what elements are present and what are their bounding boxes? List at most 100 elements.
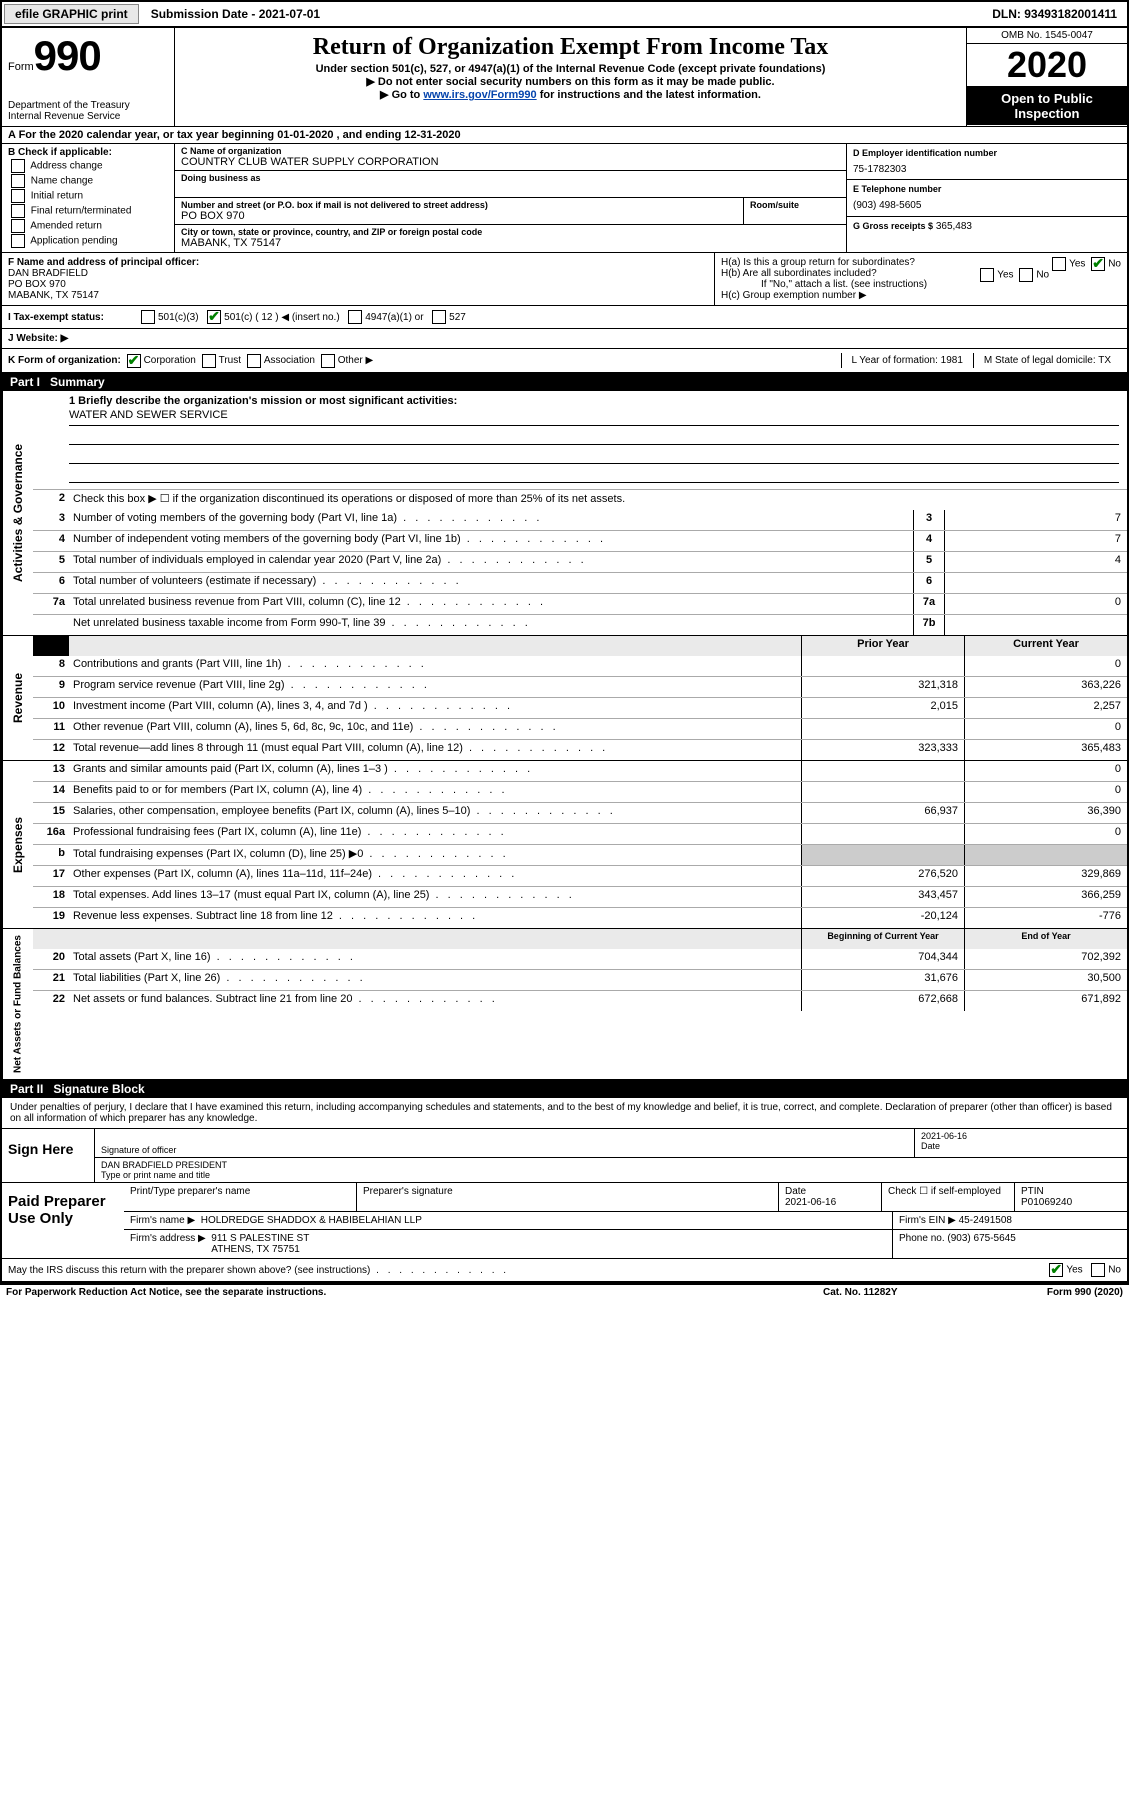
gross-receipts-value: 365,483 [936, 221, 972, 232]
org-name: COUNTRY CLUB WATER SUPPLY CORPORATION [181, 156, 840, 168]
footer-form: Form 990 (2020) [973, 1287, 1123, 1298]
cb-application-pending[interactable]: Application pending [8, 234, 168, 248]
form-title: Return of Organization Exempt From Incom… [183, 34, 958, 61]
section-i-status: I Tax-exempt status: 501(c)(3) 501(c) ( … [2, 306, 1127, 329]
dln-label: DLN: 93493182001411 [982, 5, 1127, 23]
state-domicile: M State of legal domicile: TX [973, 353, 1121, 368]
cb-association[interactable] [247, 354, 261, 368]
summary-line: 20Total assets (Part X, line 16)704,3447… [33, 949, 1127, 969]
city-label: City or town, state or province, country… [181, 227, 840, 237]
perjury-statement: Under penalties of perjury, I declare th… [2, 1098, 1127, 1129]
website-label: J Website: ▶ [8, 333, 68, 344]
firm-phone-label: Phone no. [899, 1233, 945, 1244]
phone-value: (903) 498-5605 [853, 200, 1121, 211]
expenses-section: Expenses 13Grants and similar amounts pa… [2, 761, 1127, 929]
year-formation: L Year of formation: 1981 [841, 353, 973, 368]
summary-line: Net unrelated business taxable income fr… [33, 614, 1127, 635]
mission-block: 1 Briefly describe the organization's mi… [33, 391, 1127, 489]
part-2-label: Part II [10, 1082, 53, 1096]
cb-final-return[interactable]: Final return/terminated [8, 204, 168, 218]
sig-officer-label: Signature of officer [101, 1145, 908, 1155]
ein-value: 75-1782303 [853, 164, 1121, 175]
summary-line: 5Total number of individuals employed in… [33, 551, 1127, 572]
cb-trust[interactable] [202, 354, 216, 368]
section-h: H(a) Is this a group return for subordin… [714, 253, 1127, 305]
cb-initial-return[interactable]: Initial return [8, 189, 168, 203]
summary-line: 11Other revenue (Part VIII, column (A), … [33, 718, 1127, 739]
cb-501c[interactable] [207, 310, 221, 324]
part-2-header: Part II Signature Block [2, 1080, 1127, 1098]
firm-name-value: HOLDREDGE SHADDOX & HABIBELAHIAN LLP [201, 1215, 422, 1226]
firm-addr-value2: ATHENS, TX 75751 [211, 1244, 300, 1255]
firm-name-label: Firm's name ▶ [130, 1215, 195, 1226]
top-bar: efile GRAPHIC print Submission Date - 20… [0, 0, 1129, 28]
part-1-title: Summary [50, 375, 105, 389]
cb-name-change[interactable]: Name change [8, 174, 168, 188]
note-ssn: ▶ Do not enter social security numbers o… [183, 75, 958, 88]
summary-line: 22Net assets or fund balances. Subtract … [33, 990, 1127, 1011]
form-990-container: Form990 Department of the Treasury Inter… [0, 28, 1129, 1285]
summary-line: 21Total liabilities (Part X, line 26)31,… [33, 969, 1127, 990]
summary-line: 14Benefits paid to or for members (Part … [33, 781, 1127, 802]
section-deg: D Employer identification number 75-1782… [846, 144, 1127, 252]
cb-527[interactable] [432, 310, 446, 324]
form-number: Form990 [8, 32, 168, 80]
summary-line: 10Investment income (Part VIII, column (… [33, 697, 1127, 718]
phone-label: E Telephone number [853, 184, 1121, 194]
prep-date-header: Date [785, 1186, 806, 1197]
discuss-label: May the IRS discuss this return with the… [8, 1265, 509, 1276]
gross-receipts-label: G Gross receipts $ [853, 221, 933, 231]
ptin-value: P01069240 [1021, 1197, 1072, 1208]
hc-label: H(c) Group exemption number ▶ [721, 290, 1121, 301]
mission-question: 1 Briefly describe the organization's mi… [69, 395, 1119, 407]
efile-print-button[interactable]: efile GRAPHIC print [4, 4, 139, 24]
vtab-governance: Activities & Governance [2, 391, 33, 635]
prep-name-header: Print/Type preparer's name [124, 1183, 357, 1211]
part-1-header: Part I Summary [2, 373, 1127, 391]
section-b: B Check if applicable: Address change Na… [2, 144, 175, 252]
section-k: K Form of organization: Corporation Trus… [2, 349, 1127, 373]
summary-line: 19Revenue less expenses. Subtract line 1… [33, 907, 1127, 928]
cb-501c3[interactable] [141, 310, 155, 324]
cb-discuss-yes[interactable] [1049, 1263, 1063, 1277]
summary-line: 7aTotal unrelated business revenue from … [33, 593, 1127, 614]
form-subtitle: Under section 501(c), 527, or 4947(a)(1)… [183, 63, 958, 75]
cb-4947[interactable] [348, 310, 362, 324]
cb-other[interactable] [321, 354, 335, 368]
footer: For Paperwork Reduction Act Notice, see … [0, 1285, 1129, 1300]
header-current: Current Year [964, 636, 1127, 656]
governance-section: Activities & Governance 1 Briefly descri… [2, 391, 1127, 636]
address-label: Number and street (or P.O. box if mail i… [181, 200, 737, 210]
paid-preparer-label: Paid Preparer Use Only [2, 1183, 124, 1258]
vtab-expenses: Expenses [2, 761, 33, 928]
cb-corporation[interactable] [127, 354, 141, 368]
note-link: ▶ Go to www.irs.gov/Form990 for instruct… [183, 88, 958, 101]
part-1-label: Part I [10, 375, 50, 389]
cb-amended-return[interactable]: Amended return [8, 219, 168, 233]
summary-line: 17Other expenses (Part IX, column (A), l… [33, 865, 1127, 886]
open-inspection: Open to Public Inspection [967, 87, 1127, 125]
sig-date-label: Date [921, 1141, 1121, 1151]
section-identity: B Check if applicable: Address change Na… [2, 144, 1127, 253]
irs-link[interactable]: www.irs.gov/Form990 [423, 89, 536, 101]
summary-line: 4Number of independent voting members of… [33, 530, 1127, 551]
dba-label: Doing business as [181, 173, 840, 183]
hb-note: If "No," attach a list. (see instruction… [721, 279, 1121, 290]
summary-line: bTotal fundraising expenses (Part IX, co… [33, 844, 1127, 865]
officer-addr2: MABANK, TX 75147 [8, 290, 708, 301]
summary-line: 16aProfessional fundraising fees (Part I… [33, 823, 1127, 844]
section-c: C Name of organization COUNTRY CLUB WATE… [175, 144, 846, 252]
cb-discuss-no[interactable] [1091, 1263, 1105, 1277]
footer-catalog: Cat. No. 11282Y [823, 1287, 973, 1298]
room-label: Room/suite [750, 200, 840, 210]
summary-line: 6Total number of volunteers (estimate if… [33, 572, 1127, 593]
cb-address-change[interactable]: Address change [8, 159, 168, 173]
vtab-net: Net Assets or Fund Balances [2, 929, 33, 1079]
summary-line: 12Total revenue—add lines 8 through 11 (… [33, 739, 1127, 760]
hb-label: H(b) Are all subordinates included? [721, 268, 877, 279]
dept-treasury: Department of the Treasury Internal Reve… [8, 100, 168, 122]
city-value: MABANK, TX 75147 [181, 237, 840, 249]
ein-label: D Employer identification number [853, 148, 1121, 158]
ha-label: H(a) Is this a group return for subordin… [721, 257, 915, 268]
ptin-header: PTIN [1021, 1186, 1044, 1197]
